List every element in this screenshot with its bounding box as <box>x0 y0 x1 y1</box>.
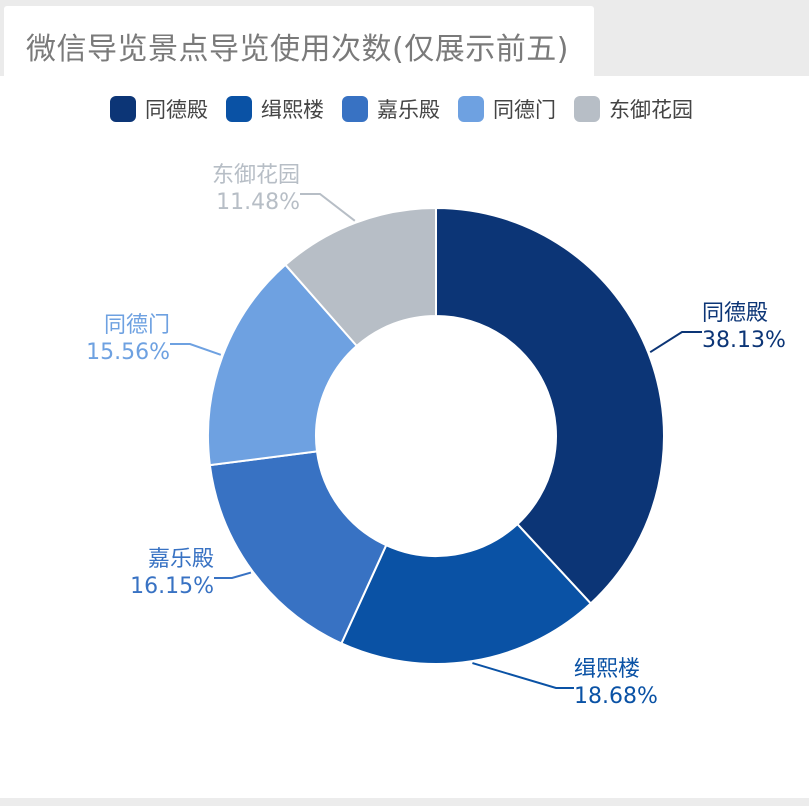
legend-swatch <box>226 96 252 122</box>
slice-label-value-dongyuhuayuan: 11.48% <box>216 190 300 215</box>
slice-label-name-tongdemen: 同德门 <box>104 313 170 338</box>
legend-swatch <box>110 96 136 122</box>
slice-label-value-jialedian: 16.15% <box>130 574 214 599</box>
slice-label-name-jixilou: 缉熙楼 <box>574 657 640 682</box>
legend-item-tongdemen[interactable]: 同德门 <box>458 94 556 124</box>
legend-label: 东御花园 <box>609 98 693 122</box>
slice-label-value-tongdedian: 38.13% <box>702 328 786 353</box>
slice-dongyuhuayuan[interactable] <box>284 206 437 348</box>
slice-jixilou[interactable] <box>340 522 593 665</box>
legend-swatch <box>574 96 600 122</box>
slice-label-value-jixilou: 18.68% <box>574 684 658 709</box>
legend-swatch <box>342 96 368 122</box>
bottom-strip <box>0 798 809 806</box>
slice-tongdedian[interactable] <box>435 206 665 605</box>
slice-label-name-tongdedian: 同德殿 <box>702 301 768 326</box>
leader-line-jialedian <box>214 571 252 579</box>
slice-label-name-dongyuhuayuan: 东御花园 <box>212 163 300 188</box>
legend-item-jixilou[interactable]: 缉熙楼 <box>226 94 324 124</box>
title-tab: 微信导览景点导览使用次数(仅展示前五) <box>4 6 594 76</box>
legend-swatch <box>458 96 484 122</box>
chart-title: 微信导览景点导览使用次数(仅展示前五) <box>26 32 569 67</box>
legend-label: 同德殿 <box>145 98 208 122</box>
legend-item-jialedian[interactable]: 嘉乐殿 <box>342 94 440 124</box>
slice-jialedian[interactable] <box>208 450 388 645</box>
legend-label: 嘉乐殿 <box>377 98 440 122</box>
legend: 同德殿 缉熙楼 嘉乐殿 同德门 东御花园 <box>110 92 711 126</box>
legend-label: 同德门 <box>493 98 556 122</box>
leader-line-jixilou <box>472 662 574 689</box>
slice-label-value-tongdemen: 15.56% <box>86 340 170 365</box>
leader-line-tongdemen <box>170 343 222 356</box>
slice-label-name-jialedian: 嘉乐殿 <box>148 547 214 572</box>
legend-item-tongdedian[interactable]: 同德殿 <box>110 94 208 124</box>
leader-line-dongyuhuayuan <box>300 193 356 222</box>
slice-tongdemen[interactable] <box>207 263 359 467</box>
legend-item-dongyuhuayuan[interactable]: 东御花园 <box>574 94 693 124</box>
legend-label: 缉熙楼 <box>261 98 324 122</box>
leader-line-tongdedian <box>649 331 702 354</box>
